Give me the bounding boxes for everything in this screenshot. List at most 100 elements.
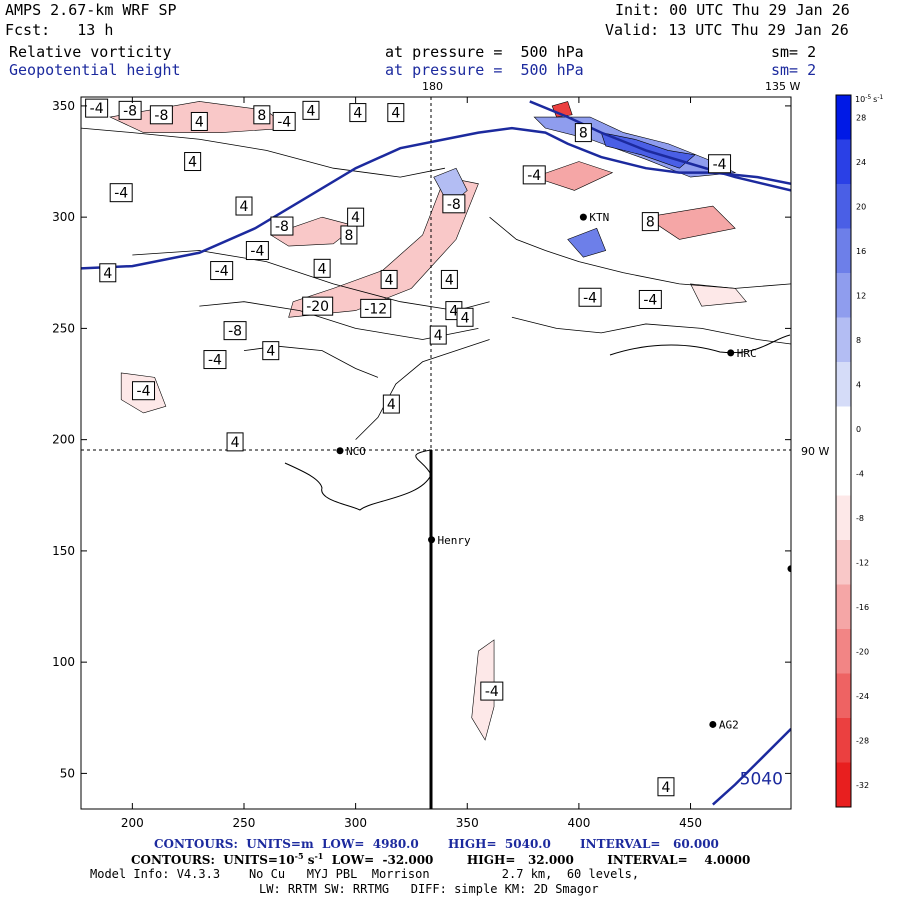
vorticity-label-text: 4 (385, 272, 394, 288)
plot-frame (80, 96, 792, 810)
geopotential-height-contours: 5040 (81, 100, 791, 806)
vorticity-label-11: 4 (235, 196, 253, 216)
colorbar-segment (836, 273, 851, 318)
vorticity-label-text: -4 (208, 353, 222, 369)
vorticity-label-39: -4 (480, 681, 504, 701)
vorticity-label-box (203, 350, 227, 370)
y-tick-label: 150 (52, 544, 75, 558)
vorticity-label-box (245, 241, 269, 261)
field2-name: Geopotential height (9, 61, 181, 79)
colorbar: 28 24 20 16 12 8 4 0 -4 -8 -12 -16 -20 -24 -28 -32 10-5 s… (835, 94, 884, 808)
vorticity-label-12: -4 (245, 241, 269, 261)
vorticity-label-text: -4 (485, 684, 499, 700)
station-dot (727, 349, 735, 357)
vorticity-contour-0 (81, 127, 446, 178)
colorbar-label: -16 (856, 603, 869, 612)
vorticity-label-text: -4 (643, 292, 657, 308)
footer-model-info: Model Info: V4.3.3 No Cu MYJ PBL Morriso… (90, 867, 640, 881)
vorticity-label-box (708, 154, 732, 174)
vorticity-label-box (226, 432, 244, 452)
vorticity-label-text: 8 (257, 108, 266, 124)
reference-lines (81, 97, 791, 809)
vorticity-label-text: 4 (387, 397, 396, 413)
x-tick-label: 400 (567, 816, 590, 830)
vorticity-label-13: -4 (210, 261, 234, 281)
vorticity-label-box (272, 111, 296, 131)
vorticity-label-35: 8 (574, 123, 592, 143)
vorticity-label-box (657, 777, 675, 797)
vorticity-label-box (253, 105, 271, 125)
x-tick-label: 250 (233, 816, 256, 830)
vorticity-label-box (638, 289, 662, 309)
vorticity-contour-6 (511, 316, 791, 345)
vorticity-label-box (578, 287, 602, 307)
vorticity-label-box (302, 100, 320, 120)
vorticity-label-box (235, 196, 253, 216)
colorbar-segment (836, 629, 851, 674)
vorticity-label-4: 8 (253, 105, 271, 125)
footer-vort-rest: LOW= -32.000 HIGH= 32.000 INTERVAL= 4.00… (323, 853, 751, 867)
vorticity-label-21: -20 (302, 296, 334, 316)
forecast-hour: Fcst: 13 h (5, 21, 114, 39)
vorticity-label-text: -4 (215, 264, 229, 280)
vorticity-label-25: 4 (456, 307, 474, 327)
vorticity-label-text: -8 (228, 324, 242, 340)
height-contour-5040-0 (81, 126, 791, 270)
vorticity-label-28: 4 (262, 341, 280, 361)
vorticity-label-5: -4 (272, 111, 296, 131)
vorticity-label-31: 4 (382, 394, 400, 414)
colorbar-label: -28 (856, 736, 869, 745)
footer-contours-height: CONTOURS: UNITS=m LOW= 4980.0 HIGH= 5040… (154, 837, 719, 851)
footer-contours-vorticity: CONTOURS: UNITS=10-5 s-1 LOW= -32.000 HI… (131, 852, 750, 866)
station-label: Henry (438, 534, 471, 547)
vorticity-label-17: 4 (347, 207, 365, 227)
colorbar-unit: 10-5 s-1 (855, 94, 884, 104)
y-tick-label: 300 (52, 210, 75, 224)
vorticity-label-text: 4 (662, 780, 671, 796)
vorticity-label-30: 4 (429, 325, 447, 345)
vorticity-label-0: -4 (85, 98, 109, 118)
colorbar-segment (836, 540, 851, 585)
vorticity-label-box (85, 98, 109, 118)
vorticity-label-box (313, 258, 331, 278)
colorbar-label: 24 (856, 158, 866, 167)
vorticity-label-3: 4 (190, 111, 208, 131)
colorbar-label: 4 (856, 380, 861, 389)
field2-smoothing: sm= 2 (771, 61, 817, 79)
vorticity-label-text: 4 (307, 103, 316, 119)
vorticity-label-box (440, 269, 458, 289)
height-contour-4980-2 (529, 100, 791, 192)
vorticity-label-text: 8 (579, 126, 588, 142)
init-time: Init: 00 UTC Thu 29 Jan 26 (615, 1, 850, 19)
vorticity-label-text: 4 (188, 155, 197, 171)
station-markers: NCO Henry HRC KTN AG2 (336, 211, 791, 731)
vorticity-label-text: 8 (646, 215, 655, 231)
vorticity-label-box (190, 111, 208, 131)
colorbar-segment (836, 95, 851, 140)
vorticity-label-text: 4 (449, 304, 458, 320)
colorbar-segment (836, 762, 851, 807)
colorbar-label: -4 (856, 469, 864, 478)
colorbar-unit-s-exp: -1 (877, 94, 883, 101)
vorticity-label-text: 4 (461, 310, 470, 326)
station-label: NCO (346, 445, 366, 458)
field1-level: at pressure = 500 hPa (385, 43, 584, 61)
vorticity-label-box (109, 183, 133, 203)
colorbar-segment (836, 317, 851, 362)
vorticity-label-text: -8 (275, 219, 289, 235)
vorticity-label-box (149, 105, 173, 125)
vorticity-label-6: 4 (302, 100, 320, 120)
vorticity-label-36: -4 (708, 154, 732, 174)
vorticity-label-37: 8 (641, 212, 659, 232)
vorticity-contour-4 (355, 339, 490, 440)
vorticity-label-16: 8 (340, 225, 358, 245)
colorbar-segment (836, 139, 851, 184)
vorticity-label-box (360, 298, 392, 318)
footer-vort-unit-exp: -1 (314, 851, 324, 861)
y-tick-label: 250 (52, 321, 75, 335)
vorticity-label-text: 4 (103, 266, 112, 282)
vorticity-label-22: -12 (360, 298, 392, 318)
vorticity-label-text: 4 (240, 199, 249, 215)
vorticity-label-box (347, 207, 365, 227)
